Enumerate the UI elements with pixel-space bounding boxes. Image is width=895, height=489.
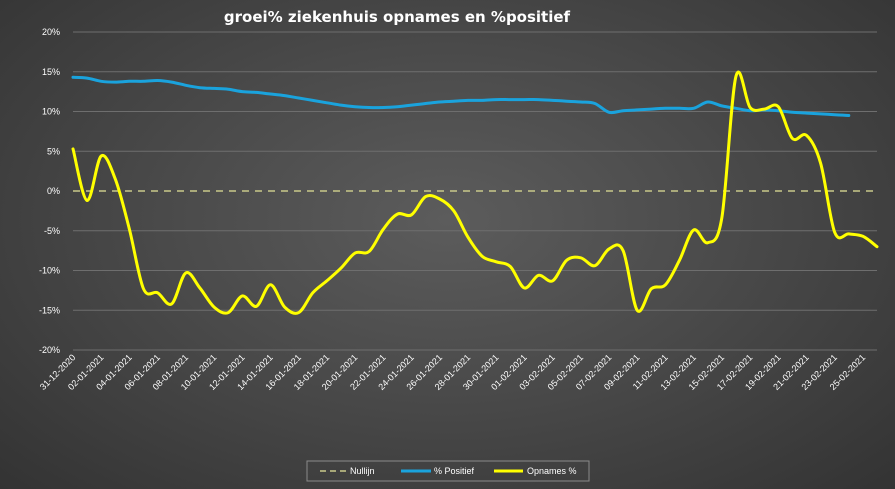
y-tick-label: -20% [39,345,60,355]
series-opnames-percent [71,70,879,315]
legend-label-positief: % Positief [434,466,475,476]
series-lines [71,70,879,315]
gridlines [73,31,877,351]
legend-frame [306,460,590,482]
y-tick-label: 10% [42,107,60,117]
legend-label-nullijn: Nullijn [350,466,375,476]
y-tick-label: 15% [42,67,60,77]
series-percent-positief [71,75,851,117]
y-tick-label: -5% [44,226,60,236]
y-tick-label: 0% [47,186,60,196]
legend: Nullijn % Positief Opnames % [306,460,590,482]
y-tick-label: -15% [39,305,60,315]
y-axis-tick-labels: 20% 15% 10% 5% 0% -5% -10% -15% -20% [39,27,60,355]
legend-label-opnames: Opnames % [527,466,577,476]
x-axis-tick-labels: 31-12-202002-01-202104-01-202106-01-2021… [38,352,868,392]
y-tick-label: 5% [47,146,60,156]
chart-title: groei% ziekenhuis opnames en %positief [224,8,571,26]
y-tick-label: 20% [42,27,60,37]
y-tick-label: -10% [39,266,60,276]
